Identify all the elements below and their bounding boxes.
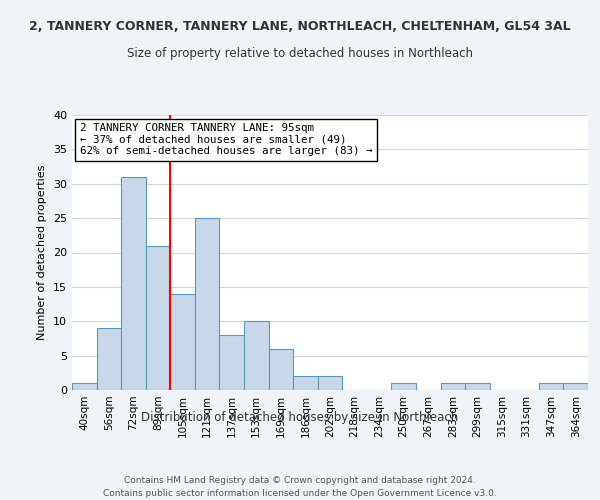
Bar — [563, 383, 588, 390]
Y-axis label: Number of detached properties: Number of detached properties — [37, 165, 47, 340]
Bar — [97, 328, 121, 390]
Text: Contains public sector information licensed under the Open Government Licence v3: Contains public sector information licen… — [103, 489, 497, 498]
Bar — [539, 383, 563, 390]
Bar — [146, 246, 170, 390]
Bar — [170, 294, 195, 390]
Text: Contains HM Land Registry data © Crown copyright and database right 2024.: Contains HM Land Registry data © Crown c… — [124, 476, 476, 485]
Text: 2 TANNERY CORNER TANNERY LANE: 95sqm
← 37% of detached houses are smaller (49)
6: 2 TANNERY CORNER TANNERY LANE: 95sqm ← 3… — [80, 123, 372, 156]
Bar — [440, 383, 465, 390]
Bar — [269, 349, 293, 390]
Bar — [293, 376, 318, 390]
Bar — [465, 383, 490, 390]
Text: Size of property relative to detached houses in Northleach: Size of property relative to detached ho… — [127, 48, 473, 60]
Bar — [72, 383, 97, 390]
Text: 2, TANNERY CORNER, TANNERY LANE, NORTHLEACH, CHELTENHAM, GL54 3AL: 2, TANNERY CORNER, TANNERY LANE, NORTHLE… — [29, 20, 571, 33]
Bar — [244, 322, 269, 390]
Text: Distribution of detached houses by size in Northleach: Distribution of detached houses by size … — [142, 411, 458, 424]
Bar — [121, 177, 146, 390]
Bar — [391, 383, 416, 390]
Bar — [195, 218, 220, 390]
Bar — [220, 335, 244, 390]
Bar — [318, 376, 342, 390]
